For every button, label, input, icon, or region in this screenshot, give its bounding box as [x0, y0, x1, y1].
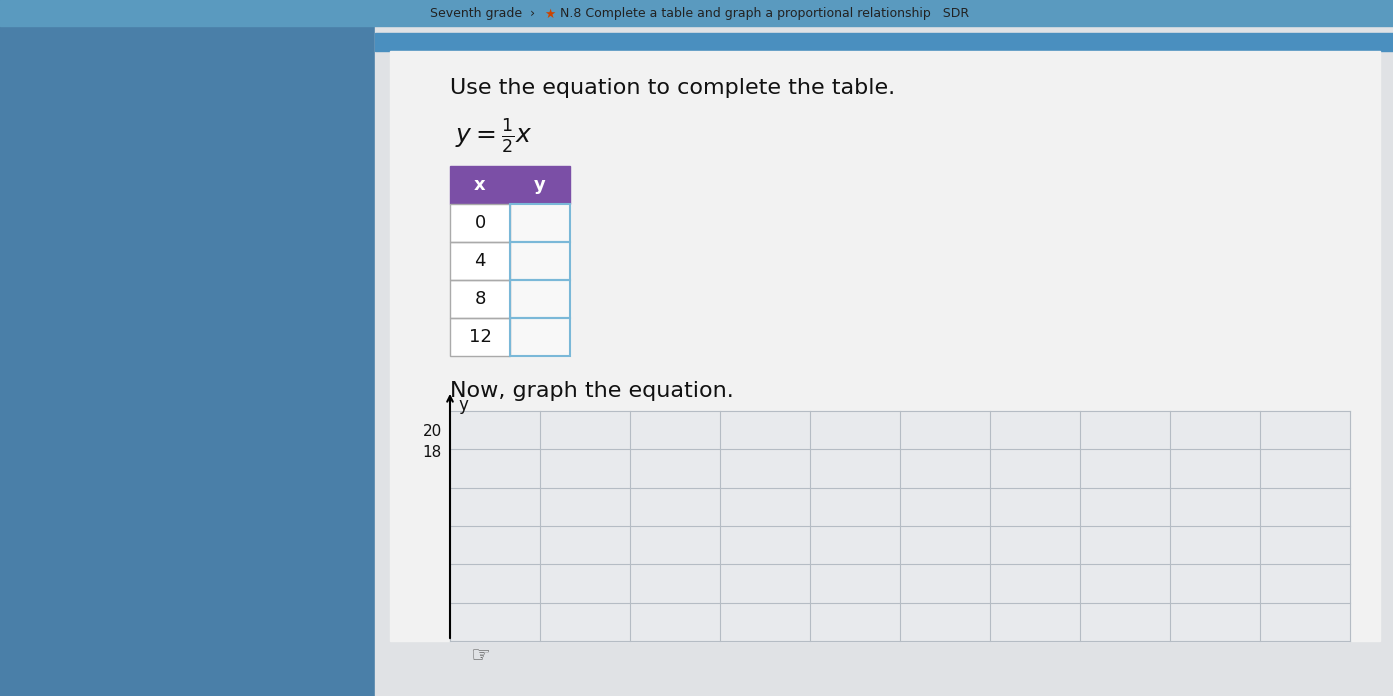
Bar	[510, 204, 570, 242]
Bar	[0, 0, 375, 696]
Bar	[510, 280, 570, 318]
Text: 8: 8	[474, 290, 486, 308]
Text: N.8 Complete a table and graph a proportional relationship   SDR: N.8 Complete a table and graph a proport…	[560, 8, 970, 20]
Text: 18: 18	[422, 445, 442, 460]
Bar	[450, 166, 570, 204]
Bar	[450, 242, 510, 280]
Bar	[510, 242, 570, 280]
Text: 0: 0	[475, 214, 486, 232]
Text: y: y	[534, 176, 546, 194]
Bar	[375, 0, 1393, 696]
Text: ★: ★	[545, 8, 560, 20]
Bar	[0, 0, 1393, 26]
Bar	[510, 318, 570, 356]
Text: 20: 20	[422, 425, 442, 439]
Text: 12: 12	[468, 328, 492, 346]
Bar	[450, 411, 1350, 641]
Text: 4: 4	[474, 252, 486, 270]
Bar	[510, 280, 570, 318]
Bar	[510, 318, 570, 356]
Bar	[390, 51, 1380, 641]
Text: Now, graph the equation.: Now, graph the equation.	[450, 381, 734, 401]
Bar	[510, 204, 570, 242]
Bar	[450, 204, 510, 242]
Text: y: y	[458, 396, 468, 414]
Bar	[450, 318, 510, 356]
Bar	[375, 33, 1393, 51]
Bar	[450, 204, 510, 242]
Bar	[450, 242, 510, 280]
Bar	[450, 280, 510, 318]
Text: $y = \frac{1}{2}x$: $y = \frac{1}{2}x$	[456, 117, 532, 155]
Text: x: x	[474, 176, 486, 194]
Text: ☞: ☞	[469, 646, 490, 666]
Bar	[450, 280, 510, 318]
Bar	[450, 318, 510, 356]
Text: Use the equation to complete the table.: Use the equation to complete the table.	[450, 78, 896, 98]
Bar	[510, 242, 570, 280]
Text: Seventh grade  ›: Seventh grade ›	[430, 8, 543, 20]
